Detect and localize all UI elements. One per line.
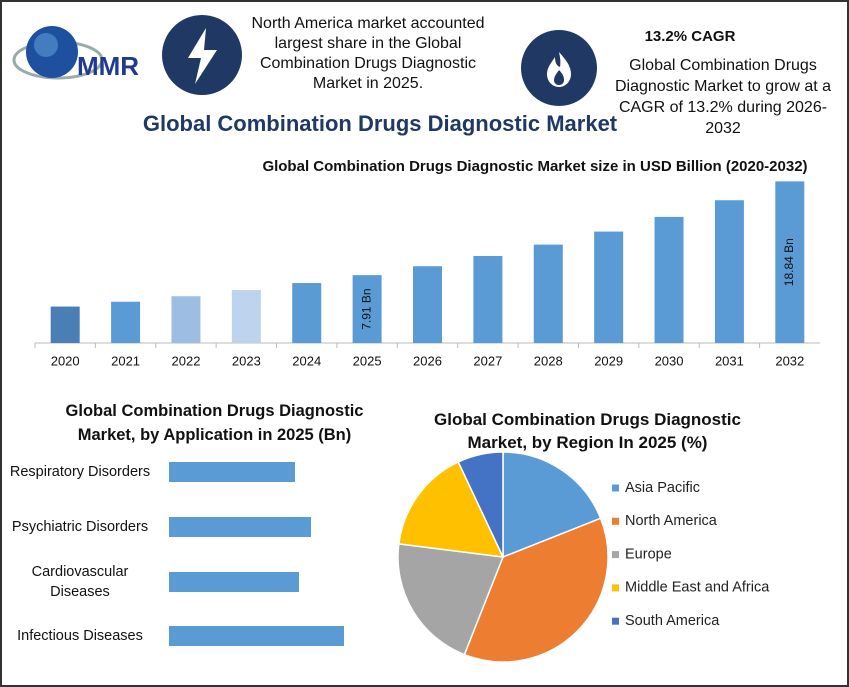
- bar: [169, 626, 344, 646]
- logo-text: MMR: [77, 51, 139, 81]
- bar: [292, 283, 322, 343]
- x-tick-label: 2021: [111, 353, 140, 368]
- logo: MMR: [12, 26, 139, 81]
- x-tick-label: 2024: [292, 353, 321, 368]
- bar: [533, 244, 563, 343]
- lightning-icon: [162, 15, 242, 95]
- bar: [171, 296, 201, 343]
- x-tick-label: 2025: [353, 353, 382, 368]
- x-tick-label: 2023: [232, 353, 261, 368]
- legend-label: South America: [625, 613, 720, 629]
- x-tick-label: 2020: [51, 353, 80, 368]
- flame-icon: [521, 30, 597, 106]
- chart-title: Global Combination Drugs Diagnostic Mark…: [65, 402, 364, 444]
- bar: [473, 256, 503, 343]
- legend-label: Middle East and Africa: [625, 580, 770, 596]
- legend-swatch: [612, 551, 619, 559]
- legend-swatch: [612, 617, 619, 625]
- legend-swatch: [612, 517, 619, 525]
- bar: [111, 301, 141, 343]
- category-label: Respiratory Disorders: [9, 464, 151, 480]
- category-label: Psychiatric Disorders: [11, 519, 149, 535]
- pie-slice: [457, 451, 504, 558]
- cagr-text: Global Combination Drugs Diagnostic Mark…: [614, 57, 832, 137]
- bar: [413, 266, 442, 343]
- category-label: Cardiovascular Diseases: [31, 564, 129, 600]
- pie-slice: [502, 451, 602, 559]
- bar: [169, 572, 299, 592]
- bar: [169, 517, 311, 537]
- highlight-text: North America market accounted largest s…: [251, 15, 485, 92]
- bar: [775, 181, 805, 343]
- pie-slice: [397, 543, 505, 656]
- category-label: Infectious Diseases: [17, 628, 143, 644]
- x-tick-label: 2031: [715, 353, 744, 368]
- bar: [169, 462, 295, 482]
- x-tick-label: 2029: [594, 353, 623, 368]
- legend-label: Asia Pacific: [625, 480, 700, 496]
- chart-title: Global Combination Drugs Diagnostic Mark…: [262, 158, 807, 175]
- pie-slice: [397, 460, 505, 558]
- x-tick-label: 2030: [655, 353, 684, 368]
- bar: [594, 231, 624, 343]
- main-title: Global Combination Drugs Diagnostic Mark…: [143, 111, 618, 136]
- x-tick-label: 2027: [473, 353, 502, 368]
- x-tick-label: 2028: [534, 353, 563, 368]
- bar: [714, 200, 744, 343]
- legend-label: North America: [625, 513, 718, 529]
- value-label: 7.91 Bn: [359, 288, 373, 329]
- legend-swatch: [612, 584, 619, 592]
- bar: [50, 306, 80, 343]
- bar: [231, 290, 261, 343]
- legend-swatch: [612, 484, 619, 492]
- x-tick-label: 2032: [775, 353, 804, 368]
- value-label: 18.84 Bn: [782, 238, 796, 286]
- legend-label: Europe: [625, 546, 672, 562]
- bar: [352, 275, 382, 343]
- bar: [654, 216, 684, 343]
- pie-slice: [463, 517, 609, 663]
- x-tick-label: 2026: [413, 353, 442, 368]
- chart-title: Global Combination Drugs Diagnostic Mark…: [434, 410, 741, 452]
- cagr-title: 13.2% CAGR: [645, 28, 736, 45]
- x-tick-label: 2022: [172, 353, 201, 368]
